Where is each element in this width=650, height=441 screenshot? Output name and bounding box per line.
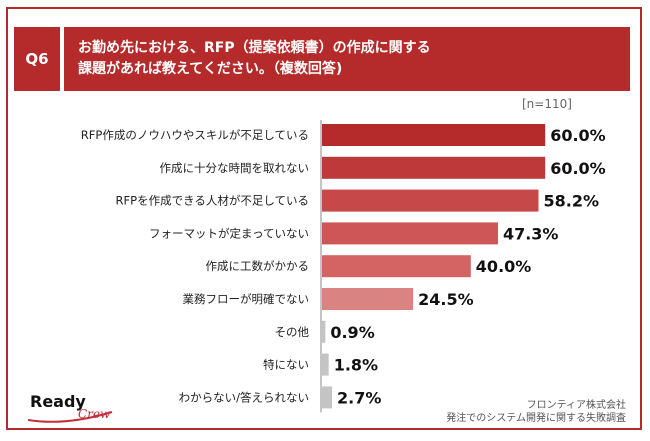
logo-swoosh-icon <box>27 411 113 423</box>
question-text: お勤め先における、RFP（提案依頼書）の作成に関する 課題があれば教えてください… <box>78 40 431 77</box>
category-label: わからない/答えられない <box>179 390 309 404</box>
bar <box>322 353 329 376</box>
logo-word-ready: Ready <box>30 392 86 411</box>
bar <box>322 320 326 343</box>
value-label: 40.0% <box>476 257 532 276</box>
question-number-box: Q6 <box>14 27 60 91</box>
bar <box>322 222 498 245</box>
value-label: 58.2% <box>544 192 600 211</box>
bar <box>322 124 546 146</box>
source-survey: 発注でのシステム開発に関する失敗調査 <box>446 413 626 424</box>
bar <box>322 255 471 278</box>
question-banner: お勤め先における、RFP（提案依頼書）の作成に関する 課題があれば教えてください… <box>64 27 630 91</box>
source-company: フロンティア株式会社 <box>526 400 626 411</box>
category-label: 特にない <box>263 358 309 372</box>
source-note: フロンティア株式会社 発注でのシステム開発に関する失敗調査 <box>446 399 626 425</box>
value-label: 47.3% <box>503 224 559 243</box>
bar <box>322 156 546 179</box>
bar <box>322 189 539 212</box>
sample-size-label: [n=110] <box>522 97 572 111</box>
value-label: 0.9% <box>330 323 374 342</box>
logo-word-crew: Crew <box>78 407 111 421</box>
category-label: 作成に十分な時間を取れない <box>160 161 310 175</box>
bar <box>322 288 414 310</box>
category-label: フォーマットが定まっていない <box>149 226 309 240</box>
category-label: RFPを作成できる人材が不足している <box>116 194 309 208</box>
bar <box>322 386 333 409</box>
category-label: RFP作成のノウハウやスキルが不足している <box>81 128 309 142</box>
category-label: 業務フローが明確でない <box>183 292 310 306</box>
value-label: 60.0% <box>550 159 606 178</box>
value-label: 1.8% <box>334 356 378 375</box>
readycrew-logo: Ready Crew <box>26 390 118 424</box>
question-number: Q6 <box>25 50 49 68</box>
value-label: 2.7% <box>337 388 381 407</box>
value-label: 60.0% <box>550 126 606 145</box>
category-label: その他 <box>275 325 310 339</box>
value-label: 24.5% <box>418 290 474 309</box>
category-label: 作成に工数がかかる <box>206 259 310 273</box>
